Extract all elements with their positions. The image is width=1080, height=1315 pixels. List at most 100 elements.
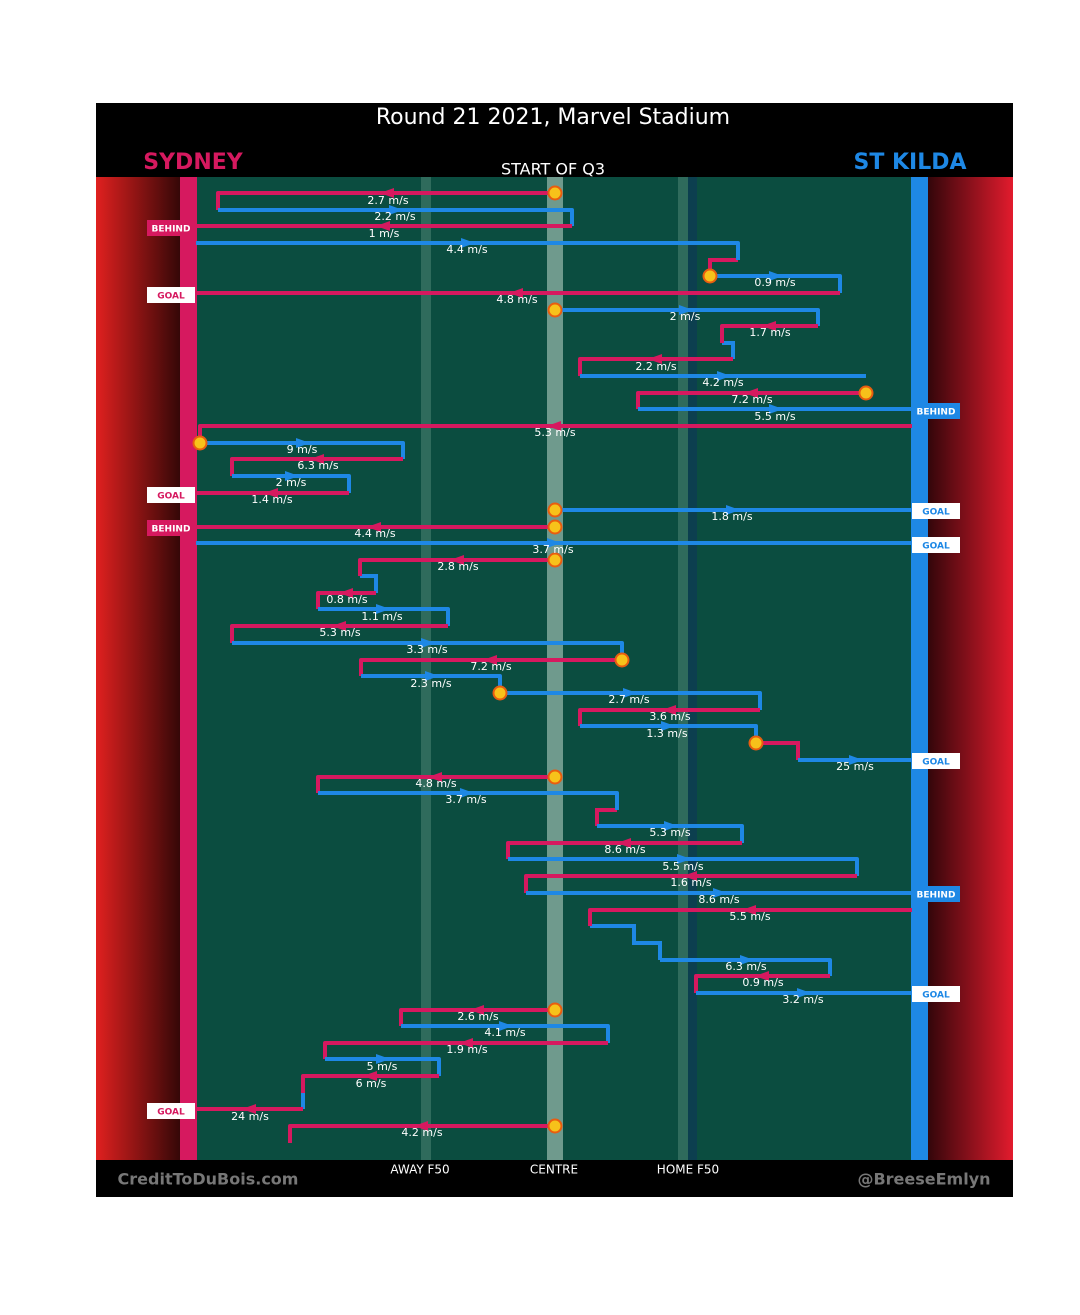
chain-segment	[230, 624, 448, 643]
outcome-box	[912, 753, 960, 769]
outcome-label: GOAL	[922, 991, 950, 1001]
direction-arrow	[849, 755, 863, 765]
speed-label: 7.2 m/s	[731, 393, 772, 406]
speed-label: 8.6 m/s	[698, 893, 739, 906]
speed-label: 2 m/s	[276, 476, 307, 489]
stoppage-marker	[547, 185, 563, 201]
chain-segment	[318, 607, 450, 626]
direction-arrow	[285, 471, 299, 481]
outcome-label: GOAL	[922, 508, 950, 518]
speed-label: 1.1 m/s	[361, 610, 402, 623]
axis-label: CENTRE	[530, 1163, 578, 1177]
direction-arrow	[617, 838, 631, 848]
direction-arrow	[483, 655, 497, 665]
connector	[756, 741, 800, 760]
away-team: ST KILDA	[853, 150, 966, 175]
chain-segment	[597, 824, 744, 843]
chain-segment	[218, 208, 574, 226]
chain-segment	[508, 857, 859, 876]
chain-segment	[710, 274, 842, 293]
chain-segment	[500, 691, 762, 710]
outcome-label: GOAL	[157, 1108, 185, 1118]
outcome-box	[912, 403, 960, 419]
speed-label: 3.3 m/s	[406, 643, 447, 656]
direction-arrow	[755, 971, 769, 981]
chain-segment	[660, 958, 832, 976]
direction-arrow	[677, 854, 691, 864]
speed-label: 5.5 m/s	[729, 910, 770, 923]
speed-label: 0.8 m/s	[326, 593, 367, 606]
direction-arrow	[648, 354, 662, 364]
speed-label: 5.3 m/s	[534, 426, 575, 439]
speed-label: 2.8 m/s	[437, 560, 478, 573]
outcome-label: GOAL	[157, 292, 185, 302]
outcome-box	[147, 487, 195, 503]
direction-arrow	[547, 538, 561, 548]
stoppage-marker	[547, 502, 563, 518]
direction-arrow	[769, 404, 783, 414]
home-team: SYDNEY	[143, 150, 243, 175]
direction-arrow	[797, 988, 811, 998]
direction-arrow	[499, 1021, 513, 1031]
direction-arrow	[310, 454, 324, 464]
speed-label: 6.3 m/s	[297, 459, 338, 472]
direction-arrow	[332, 621, 346, 631]
speed-label: 4.1 m/s	[484, 1026, 525, 1039]
direction-arrow	[762, 321, 776, 331]
speed-label: 7.2 m/s	[470, 660, 511, 673]
speed-label: 2.7 m/s	[608, 693, 649, 706]
speed-label: 3.6 m/s	[649, 710, 690, 723]
speed-label: 2.7 m/s	[367, 194, 408, 207]
direction-arrow	[662, 705, 676, 715]
direction-arrow	[460, 788, 474, 798]
outcome-box	[912, 503, 960, 519]
outcome-label: BEHIND	[917, 891, 956, 901]
direction-arrow	[769, 271, 783, 281]
direction-arrow	[264, 488, 278, 498]
direction-arrow	[376, 604, 390, 614]
stoppage-marker	[547, 552, 563, 568]
chain-segment	[318, 791, 619, 810]
chain-segment	[636, 391, 866, 409]
speed-label: 4.4 m/s	[446, 243, 487, 256]
chain-segment	[316, 591, 376, 609]
stoppage-marker	[547, 1118, 563, 1134]
speed-label: 3.2 m/s	[782, 993, 823, 1006]
speed-label: 2 m/s	[670, 310, 701, 323]
connector	[595, 808, 617, 826]
chain-segment	[401, 1024, 610, 1043]
chain-segment	[316, 775, 555, 793]
chain-segment	[506, 841, 742, 859]
chain-segment	[325, 1057, 441, 1076]
outcome-box	[147, 220, 195, 236]
speed-label: 1.4 m/s	[251, 493, 292, 506]
sydney-goal-line	[180, 177, 197, 1160]
stoppage-marker	[614, 652, 630, 668]
away-f50-line	[421, 177, 431, 1160]
speed-label: 8.6 m/s	[604, 843, 645, 856]
direction-arrow	[742, 905, 756, 915]
direction-arrow	[450, 555, 464, 565]
direction-arrow	[623, 688, 637, 698]
speed-label: 0.9 m/s	[754, 276, 795, 289]
direction-arrow	[339, 588, 353, 598]
chain-segment	[232, 474, 351, 493]
stoppage-marker	[702, 268, 718, 284]
direction-arrow	[679, 305, 693, 315]
connector	[590, 924, 662, 960]
outcome-label: BEHIND	[152, 525, 191, 535]
speed-label: 5.3 m/s	[319, 626, 360, 639]
chain-segment	[578, 357, 733, 376]
stoppage-marker	[547, 769, 563, 785]
direction-arrow	[740, 955, 754, 965]
speed-label: 5.5 m/s	[754, 410, 795, 423]
outcome-label: GOAL	[922, 758, 950, 768]
chain-segment	[720, 324, 818, 343]
chains	[188, 185, 912, 1143]
speed-labels: 2.7 m/s 2.2 m/s 1 m/s 4.4 m/s 0.9 m/s 4.8 m/s…	[147, 194, 960, 1139]
speed-label: 1.7 m/s	[749, 326, 790, 339]
speed-label: 5.3 m/s	[649, 826, 690, 839]
speed-label: 24 m/s	[231, 1110, 269, 1123]
stoppage-marker	[192, 435, 208, 451]
speed-label: 4.8 m/s	[496, 293, 537, 306]
